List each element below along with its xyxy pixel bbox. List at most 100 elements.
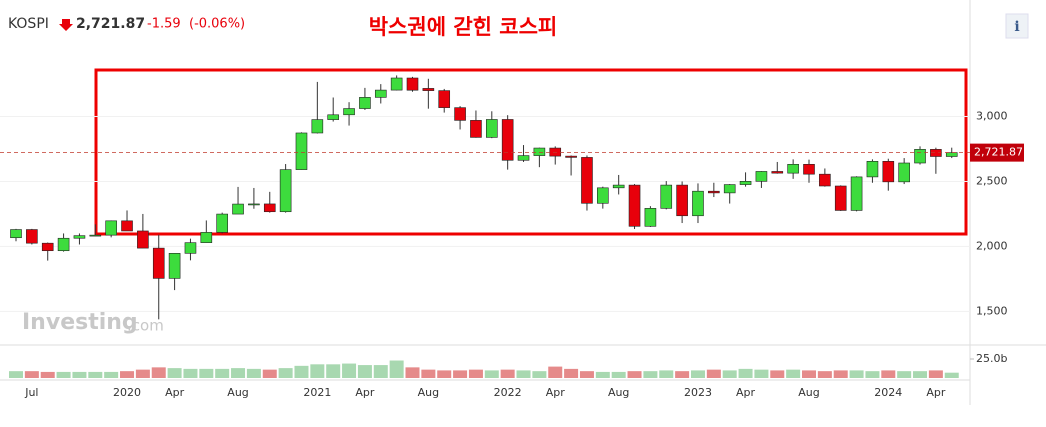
candle-body: [41, 242, 54, 252]
volume-bar: [690, 370, 705, 378]
candle-body: [374, 89, 387, 98]
x-tick-label: 2022: [494, 386, 522, 399]
volume-bar: [215, 368, 230, 378]
x-tick-label: Aug: [418, 386, 439, 399]
x-tick-label: Apr: [546, 386, 566, 399]
candle-body: [232, 203, 244, 215]
volume-bar: [738, 368, 753, 378]
candle-body: [501, 119, 514, 161]
candle-body: [137, 230, 149, 249]
candle-body: [834, 185, 847, 211]
chart-title: 박스권에 갇힌 코스피: [369, 15, 558, 39]
candle-body: [200, 232, 213, 243]
volume-bar: [421, 369, 436, 378]
candle-body: [787, 163, 799, 174]
volume-bar: [897, 371, 912, 378]
candle-body: [866, 161, 879, 178]
change: -1.59: [147, 17, 181, 32]
candle-body: [390, 77, 403, 91]
volume-bar: [167, 368, 182, 378]
x-tick-label: Apr: [926, 386, 946, 399]
x-tick-label: Aug: [227, 386, 248, 399]
candle-body: [676, 184, 688, 217]
volume-bar: [913, 371, 928, 378]
volume-bar: [56, 371, 71, 378]
volume-bar: [357, 365, 372, 378]
candle-body: [184, 242, 197, 254]
volume-bar: [786, 369, 801, 378]
candle-body: [343, 108, 355, 116]
candle-body: [581, 157, 593, 204]
candle-body: [517, 155, 530, 161]
candle-body: [771, 171, 784, 174]
candle-body: [597, 187, 609, 204]
volume-bar: [770, 370, 785, 378]
volume-bar: [564, 368, 579, 378]
candle-body: [311, 119, 324, 134]
overlay: 2,721.87: [0, 143, 1024, 162]
volume-bar: [9, 371, 23, 378]
volume-bar: [881, 370, 896, 378]
volume-bar: [817, 371, 832, 378]
volume-bar: [389, 360, 404, 378]
volume-bar: [802, 370, 816, 378]
volume-bar: [865, 371, 880, 378]
x-tick-label: Jul: [24, 386, 38, 399]
volume-bar: [151, 367, 166, 378]
volume-bar: [659, 370, 674, 378]
x-tick-label: 2021: [303, 386, 331, 399]
candle-body: [803, 163, 815, 175]
candle-body: [73, 235, 86, 239]
volume-bar: [104, 371, 119, 378]
volume-bar: [24, 371, 39, 378]
volume-bar: [278, 368, 293, 378]
candle-body: [216, 213, 228, 233]
change-percent: (-0.06%): [189, 17, 245, 32]
info-button-label[interactable]: i: [1014, 19, 1019, 35]
x-tick-label: Apr: [736, 386, 756, 399]
info-button[interactable]: [1005, 13, 1029, 39]
candle-body: [26, 229, 38, 244]
x-tick-label: Apr: [355, 386, 375, 399]
volume-bar: [183, 368, 198, 378]
volume-bar: [231, 368, 246, 378]
candle-body: [485, 119, 498, 138]
marks: Jul 2020 Apr Aug 2021 Apr Aug 2022 Apr Aug 2023 Apr…: [9, 75, 959, 399]
volume-bar: [643, 371, 658, 378]
volume-bar: [246, 368, 261, 378]
down-arrow-icon: [59, 19, 73, 31]
candle-body: [454, 107, 466, 121]
last-price-label: 2,721.87: [974, 146, 1023, 159]
volume-bar: [468, 369, 483, 378]
x-tick-label: Aug: [798, 386, 819, 399]
volume-bar: [437, 370, 452, 378]
candle-body: [945, 152, 958, 157]
candle-body: [723, 184, 736, 194]
volume-bar: [944, 372, 959, 378]
last-price-box: [970, 143, 1024, 162]
volume-bar: [294, 365, 309, 378]
box-annotation: [94, 68, 968, 236]
volume-bar: [453, 370, 468, 378]
volume-bar: [611, 371, 626, 378]
candle-body: [565, 155, 577, 158]
candle-body: [755, 171, 768, 182]
volume-bar: [516, 370, 531, 378]
candle-body: [898, 162, 910, 183]
volume-bar: [310, 364, 325, 378]
volume-bar: [706, 369, 721, 378]
candle-body: [105, 220, 117, 236]
candle-body: [628, 184, 641, 227]
candle-body: [438, 90, 451, 108]
candle-body: [819, 173, 831, 187]
candle-body: [533, 147, 546, 156]
volume-bar: [579, 371, 594, 378]
candle-body: [121, 220, 133, 232]
volume-bar: [405, 367, 420, 378]
volume-bar: [548, 366, 563, 378]
x-tick-label: 2023: [684, 386, 712, 399]
volume-bar: [326, 364, 341, 378]
candle-body: [406, 77, 419, 91]
candle-body: [152, 247, 165, 279]
